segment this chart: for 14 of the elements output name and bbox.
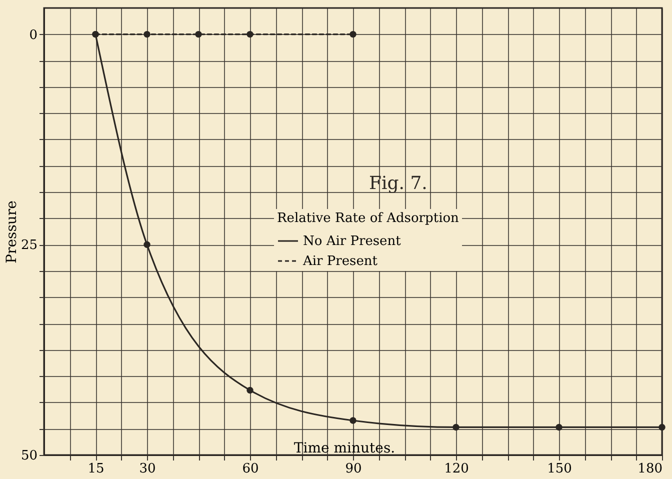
x-tick-label: 15 — [88, 462, 104, 476]
x-tick-label: 120 — [444, 462, 469, 476]
y-axis-title: Pressure — [4, 200, 20, 264]
y-tick-label: 0 — [29, 28, 38, 43]
legend-title: Relative Rate of Adsorption — [277, 211, 460, 226]
x-tick-label: 150 — [547, 462, 572, 476]
y-tick-label: 50 — [20, 448, 38, 464]
legend-label: Air Present — [302, 254, 378, 269]
y-tick-label: 25 — [20, 238, 38, 254]
x-tick-label: 60 — [242, 462, 259, 476]
x-tick-label: 30 — [139, 462, 156, 476]
legend-label: No Air Present — [303, 234, 402, 249]
x-tick-label: 180 — [638, 462, 662, 476]
x-tick-label: 90 — [345, 462, 362, 476]
